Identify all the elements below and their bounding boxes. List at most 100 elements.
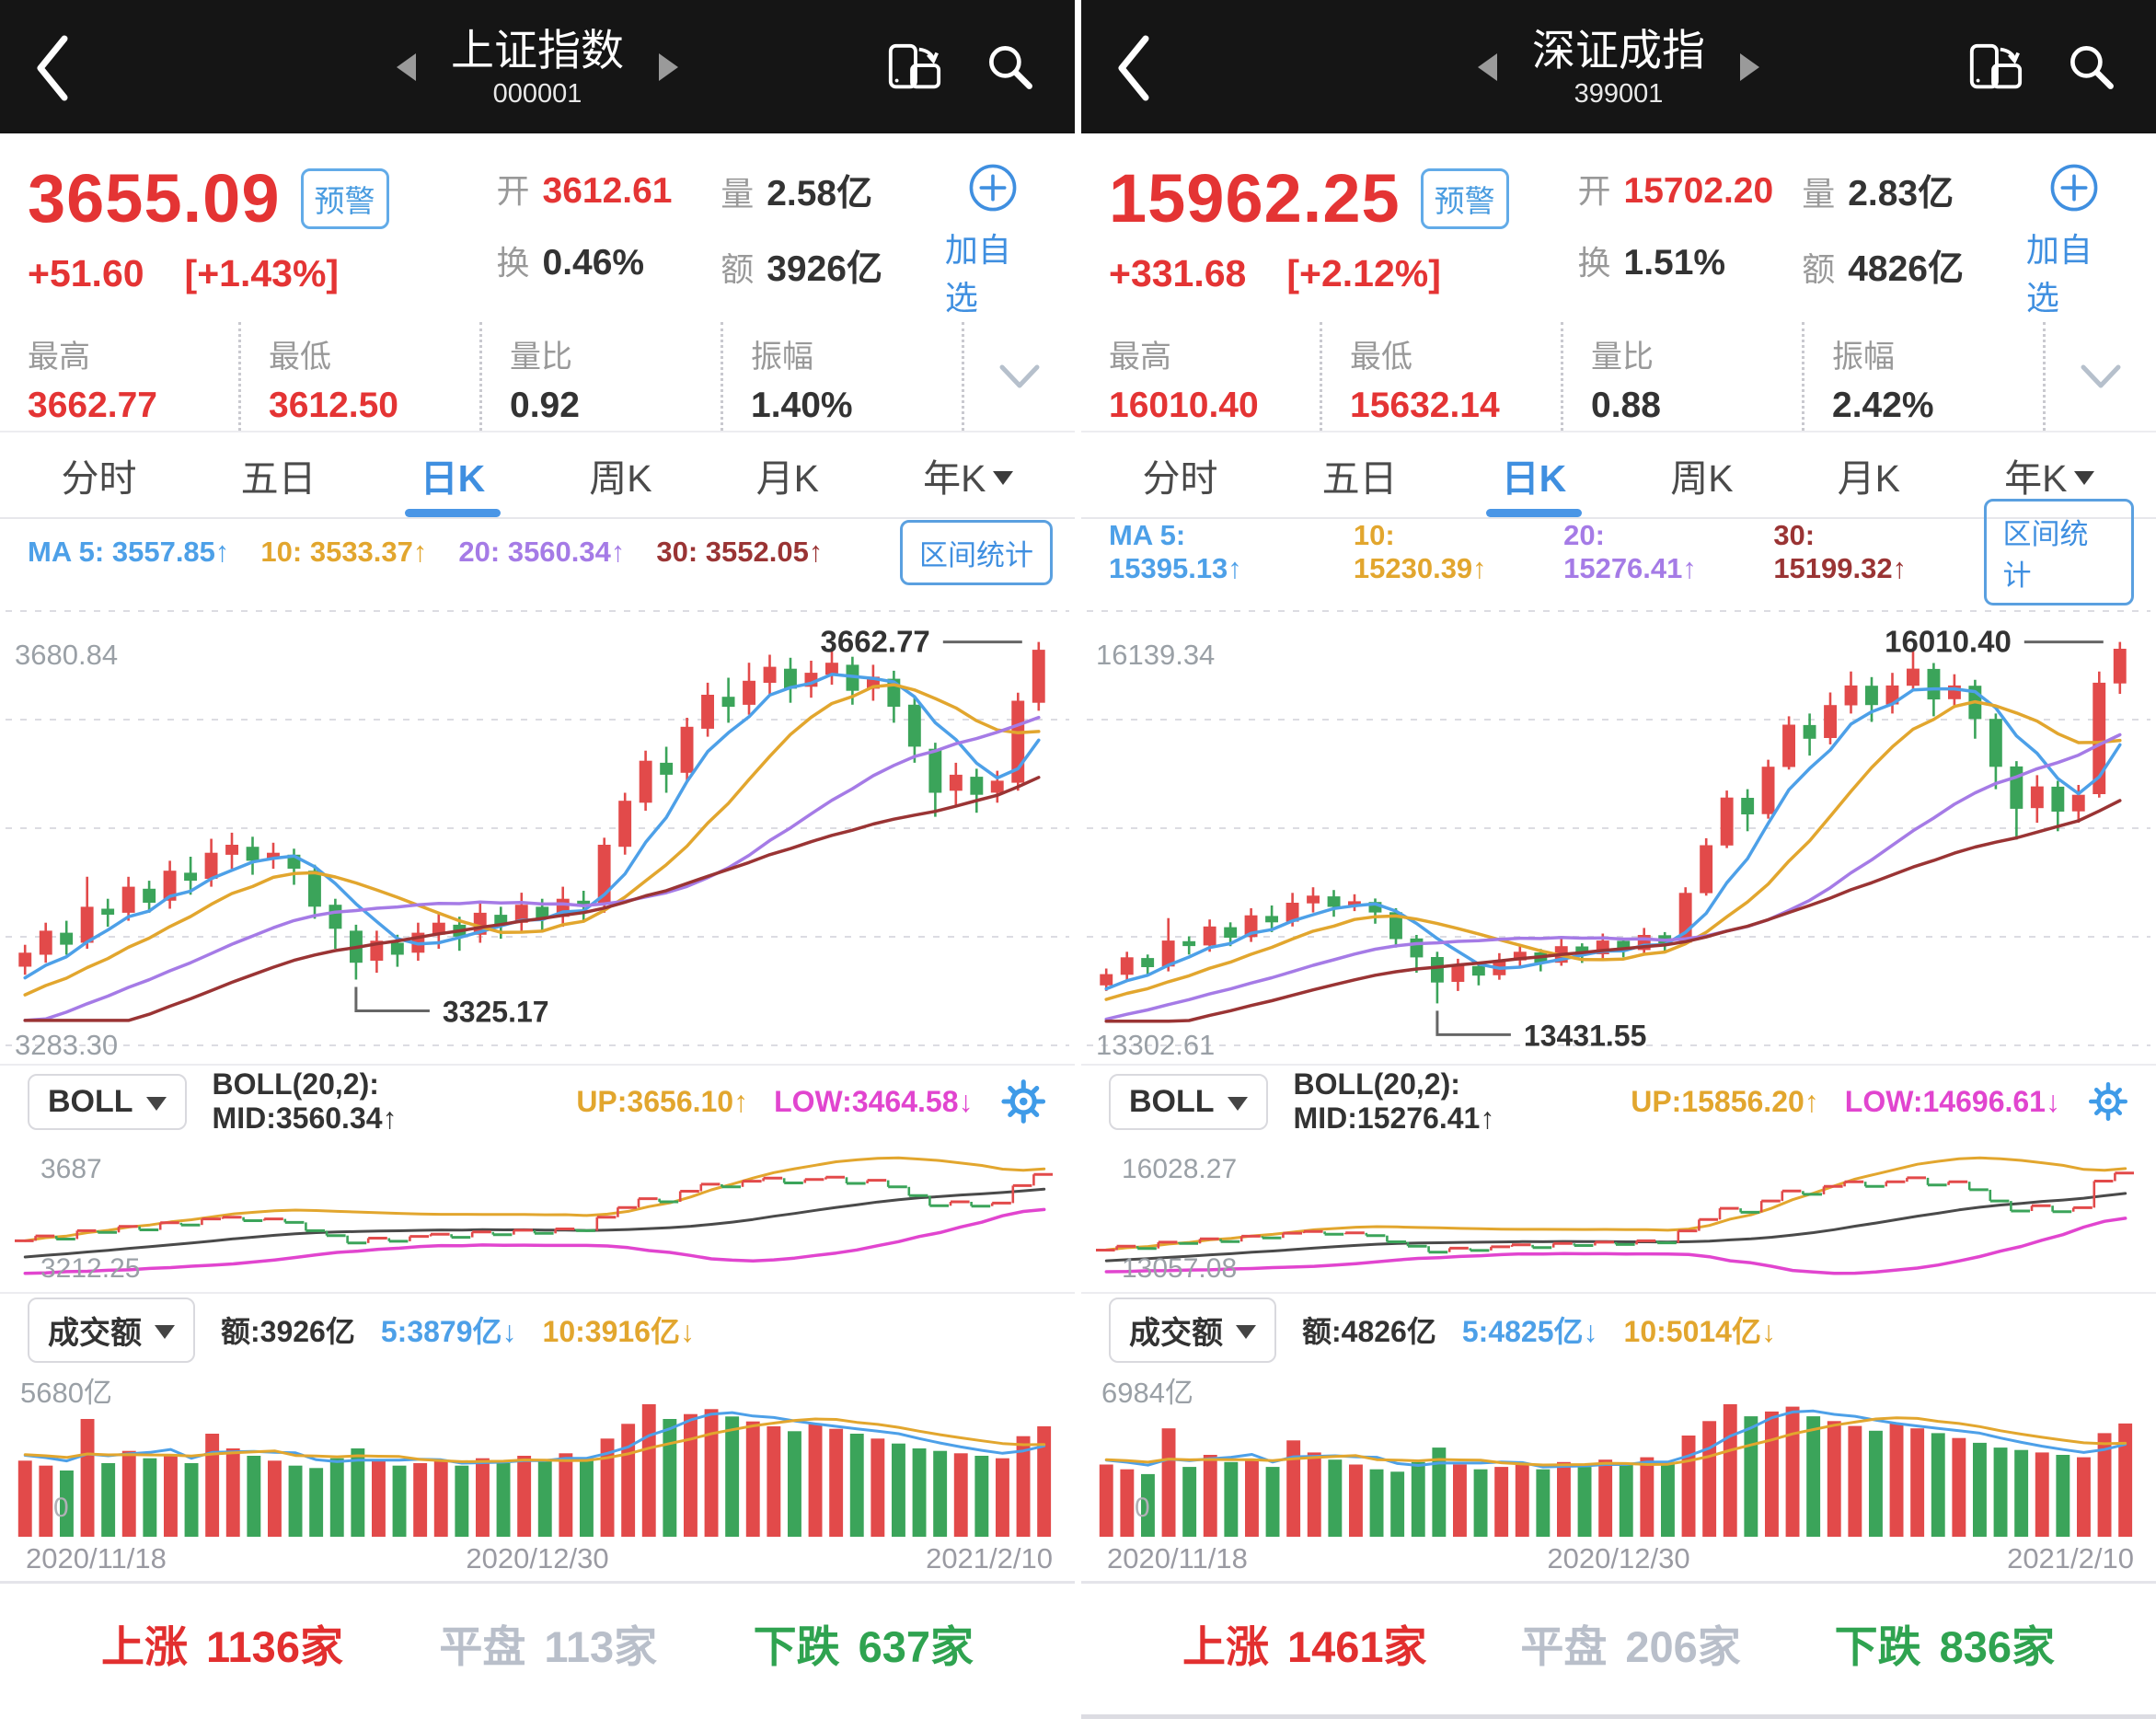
boll-mid-value: BOLL(20,2): MID:3560.34↑ bbox=[212, 1067, 398, 1135]
boll-chart[interactable]: 3687 3212.25 bbox=[0, 1137, 1075, 1292]
unchanged-label: 平盘 bbox=[439, 1622, 526, 1671]
gear-icon[interactable] bbox=[2086, 1075, 2130, 1128]
svg-text:0: 0 bbox=[53, 1493, 69, 1523]
boll-up-value: UP:15856.20↑ bbox=[1631, 1084, 1819, 1118]
expand-stats-button[interactable] bbox=[964, 322, 1075, 431]
amplitude-value: 2.42% bbox=[1832, 386, 1934, 425]
unchanged-label: 平盘 bbox=[1520, 1622, 1608, 1671]
add-watchlist-button[interactable]: 加自选 bbox=[945, 133, 1042, 322]
candlestick-chart[interactable]: 3680.84 3283.30 3325.17 3662.77 bbox=[0, 585, 1075, 1064]
volume-ma10: 10:5014亿↓ bbox=[1623, 1315, 1776, 1348]
advancers-count: 1136家 bbox=[206, 1622, 343, 1671]
ma20-value: 20: 15276.41↑ bbox=[1563, 519, 1697, 584]
chevron-down-icon bbox=[155, 1324, 175, 1339]
tab-daily-k[interactable]: 日K bbox=[1502, 432, 1567, 517]
expand-stats-button[interactable] bbox=[2046, 322, 2156, 431]
period-tabs: 分时 五日 日K 周K 月K 年K bbox=[0, 432, 1075, 519]
date-axis: 2020/11/18 2020/12/30 2021/2/10 bbox=[0, 1540, 1075, 1581]
alert-badge[interactable]: 预警 bbox=[300, 167, 389, 229]
tab-monthly-k[interactable]: 月K bbox=[1837, 457, 1901, 500]
prev-stock-icon[interactable] bbox=[397, 52, 416, 81]
next-stock-icon[interactable] bbox=[1740, 52, 1759, 81]
low-value: 3612.50 bbox=[269, 386, 398, 425]
candlestick-chart[interactable]: 16139.34 13302.61 13431.55 16010.40 bbox=[1081, 585, 2156, 1064]
next-stock-icon[interactable] bbox=[659, 52, 678, 81]
svg-text:3680.84: 3680.84 bbox=[15, 639, 118, 671]
rotate-screen-icon[interactable] bbox=[1966, 39, 2023, 96]
open-value: 15702.20 bbox=[1623, 171, 1774, 211]
amount-value: 4826亿 bbox=[1848, 249, 1964, 289]
amount-value: 3926亿 bbox=[767, 249, 882, 289]
ma30-value: 30: 15199.32↑ bbox=[1773, 519, 1908, 584]
boll-selector-button[interactable]: BOLL bbox=[28, 1073, 187, 1130]
stock-code: 399001 bbox=[1574, 79, 1664, 109]
tab-minute[interactable]: 分时 bbox=[61, 457, 137, 500]
axis-date-start: 2020/11/18 bbox=[26, 1542, 167, 1574]
price-change: +331.68 bbox=[1109, 252, 1247, 294]
high-value: 16010.40 bbox=[1109, 386, 1259, 425]
volume-ma10: 10:3916亿↓ bbox=[542, 1315, 695, 1348]
amplitude-label: 振幅 bbox=[1832, 340, 1895, 375]
svg-text:13431.55: 13431.55 bbox=[1524, 1019, 1646, 1052]
ma5-value: MA 5: 3557.85↑ bbox=[28, 536, 230, 568]
boll-selector-button[interactable]: BOLL bbox=[1109, 1073, 1268, 1130]
volume-chart[interactable]: 5680亿 0 bbox=[0, 1366, 1075, 1540]
high-label: 最高 bbox=[1109, 340, 1171, 375]
alert-badge[interactable]: 预警 bbox=[1420, 167, 1509, 229]
tab-5day[interactable]: 五日 bbox=[1321, 457, 1398, 500]
chevron-down-icon bbox=[145, 1096, 167, 1111]
volume-header: 成交额 额:3926亿 5:3879亿↓ 10:3916亿↓ bbox=[0, 1292, 1075, 1366]
range-stats-button[interactable]: 区间统计 bbox=[900, 519, 1053, 585]
tab-weekly-k[interactable]: 周K bbox=[1670, 457, 1734, 500]
date-axis: 2020/11/18 2020/12/30 2021/2/10 bbox=[1081, 1540, 2156, 1581]
ma20-value: 20: 3560.34↑ bbox=[458, 536, 626, 568]
search-icon[interactable] bbox=[983, 40, 1038, 95]
rotate-screen-icon[interactable] bbox=[885, 39, 942, 96]
chevron-down-icon bbox=[993, 470, 1014, 485]
svg-text:16010.40: 16010.40 bbox=[1885, 625, 2012, 659]
axis-date-start: 2020/11/18 bbox=[1107, 1542, 1248, 1574]
svg-text:3325.17: 3325.17 bbox=[443, 996, 549, 1029]
add-watchlist-button[interactable]: 加自选 bbox=[2026, 133, 2123, 322]
boll-header: BOLL BOLL(20,2): MID:3560.34↑ UP:3656.10… bbox=[0, 1064, 1075, 1137]
boll-chart[interactable]: 16028.27 13057.08 bbox=[1081, 1137, 2156, 1292]
tab-5day[interactable]: 五日 bbox=[240, 457, 317, 500]
svg-text:16139.34: 16139.34 bbox=[1096, 639, 1215, 671]
chevron-down-icon bbox=[1227, 1096, 1248, 1111]
tab-monthly-k[interactable]: 月K bbox=[755, 457, 820, 500]
svg-text:0: 0 bbox=[1135, 1493, 1150, 1523]
search-icon[interactable] bbox=[2064, 40, 2119, 95]
svg-text:16028.27: 16028.27 bbox=[1122, 1154, 1237, 1184]
tab-yearly-k[interactable]: 年K bbox=[923, 432, 1014, 517]
prev-stock-icon[interactable] bbox=[1478, 52, 1497, 81]
boll-mid-value: BOLL(20,2): MID:15276.41↑ bbox=[1293, 1067, 1495, 1135]
svg-text:13057.08: 13057.08 bbox=[1122, 1253, 1237, 1284]
tab-daily-k[interactable]: 日K bbox=[421, 432, 486, 517]
ma10-value: 10: 3533.37↑ bbox=[260, 536, 428, 568]
chevron-down-icon bbox=[2074, 470, 2095, 485]
bottom-divider bbox=[1081, 1714, 2156, 1719]
back-icon[interactable] bbox=[31, 33, 72, 103]
svg-text:6984亿: 6984亿 bbox=[1101, 1377, 1193, 1409]
decliners-label: 下跌 bbox=[753, 1622, 840, 1671]
panel-shenzhen-index: 深证成指 399001 15962.25 预警 +331.68 [+2.12%]… bbox=[1081, 0, 2156, 1719]
volume-chart[interactable]: 6984亿 0 bbox=[1081, 1366, 2156, 1540]
open-label: 开 bbox=[496, 172, 530, 210]
high-label: 最高 bbox=[28, 340, 90, 375]
plus-circle-icon bbox=[970, 164, 1017, 212]
header-bar: 深证成指 399001 bbox=[1081, 0, 2156, 133]
back-icon[interactable] bbox=[1113, 33, 1153, 103]
gear-icon[interactable] bbox=[998, 1075, 1049, 1128]
stats-row: 最高 3662.77 最低 3612.50 量比 0.92 振幅 1.40% bbox=[0, 322, 1075, 432]
volume-selector-button[interactable]: 成交额 bbox=[28, 1297, 195, 1363]
range-stats-button[interactable]: 区间统计 bbox=[1983, 499, 2135, 606]
volume-selector-button[interactable]: 成交额 bbox=[1109, 1297, 1276, 1363]
volume-amount: 额:4826亿 bbox=[1302, 1315, 1436, 1348]
tab-yearly-k[interactable]: 年K bbox=[2004, 432, 2095, 517]
volume-ma5: 5:4825亿↓ bbox=[1461, 1315, 1598, 1348]
tab-minute[interactable]: 分时 bbox=[1142, 457, 1218, 500]
header-bar: 上证指数 000001 bbox=[0, 0, 1075, 133]
tab-weekly-k[interactable]: 周K bbox=[589, 457, 652, 500]
advancers-label: 上涨 bbox=[1182, 1622, 1269, 1671]
turnover-value: 0.46% bbox=[542, 243, 645, 283]
